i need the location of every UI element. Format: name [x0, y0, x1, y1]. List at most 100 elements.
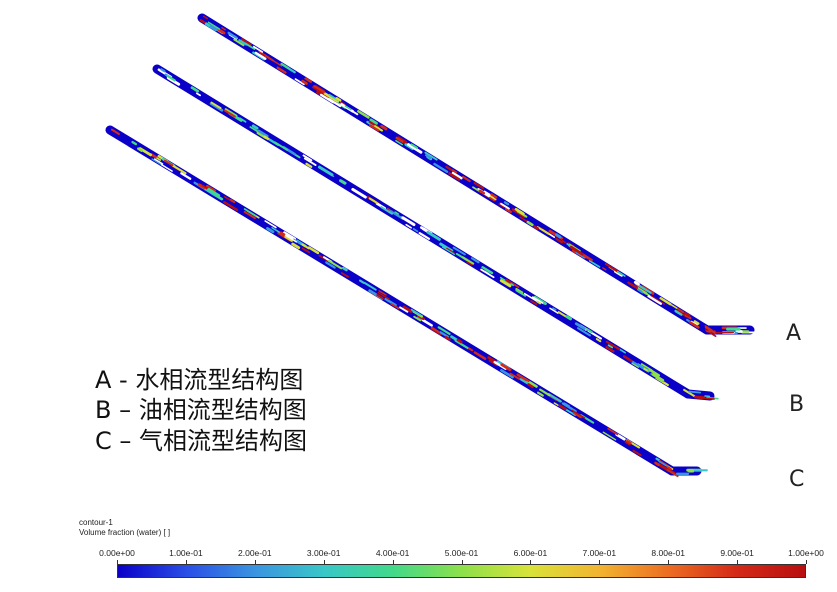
contour-streak: [291, 242, 301, 250]
contour-streak: [313, 85, 325, 94]
contour-streak: [654, 461, 660, 467]
contour-streak: [642, 290, 651, 297]
colorbar-tick-mark: [185, 560, 187, 564]
contour-streak: [622, 355, 633, 363]
contour-streak: [519, 378, 531, 386]
contour-streak: [221, 26, 226, 31]
contour-streak: [284, 234, 298, 243]
contour-streak: [632, 449, 642, 457]
contour-streak: [344, 105, 352, 111]
contour-streak: [439, 331, 449, 338]
colorbar-tick-label: 9.00e-01: [720, 548, 754, 558]
contour-streak: [631, 362, 640, 368]
contour-streak: [325, 261, 336, 269]
contour-streak: [647, 295, 663, 305]
colorbar-tick-label: 0.00e+00: [99, 548, 135, 558]
contour-streak: [651, 373, 665, 382]
contour-streak: [243, 208, 257, 217]
contour-streak: [448, 172, 461, 181]
contour-streak: [206, 184, 217, 192]
contour-streak: [358, 279, 365, 284]
contour-streak: [605, 346, 615, 353]
contour-streak: [229, 198, 236, 204]
contour-streak: [536, 300, 542, 305]
contour-streak: [688, 321, 700, 329]
contour-streak: [274, 141, 289, 151]
contour-streak: [257, 129, 269, 138]
contour-streak: [454, 339, 469, 350]
contour-streak: [698, 396, 715, 400]
contour-streak: [282, 231, 297, 241]
contour-streak: [514, 208, 525, 216]
contour-streak: [394, 211, 400, 216]
contour-streak: [444, 335, 451, 341]
colorbar-tick-label: 3.00e-01: [306, 548, 341, 558]
pipe-b-oil-contour: [152, 64, 719, 401]
contour-streak: [504, 207, 512, 214]
contour-streak: [648, 368, 661, 377]
contour-streak: [151, 158, 163, 166]
contour-streak: [397, 136, 407, 143]
contour-streak: [515, 289, 527, 297]
contour-streak: [160, 164, 173, 172]
contour-streak: [547, 393, 562, 403]
contour-streak: [222, 200, 239, 212]
contour-streak: [302, 154, 313, 162]
colorbar-tick-mark: [599, 560, 601, 564]
contour-streak: [503, 201, 510, 206]
contour-streak: [307, 246, 320, 255]
contour-streak: [615, 433, 626, 441]
contour-streak: [273, 60, 283, 67]
contour-streak: [410, 143, 419, 149]
contour-streak: [288, 67, 296, 74]
contour-streak: [666, 469, 679, 478]
contour-streak: [293, 238, 301, 244]
contour-streak: [595, 338, 602, 343]
contour-streak: [395, 136, 404, 143]
pipe-a-water-contour: [197, 13, 757, 337]
contour-streak: [166, 74, 176, 82]
contour-streak: [238, 39, 248, 46]
contour-streak: [266, 227, 275, 234]
contour-streak: [473, 181, 484, 190]
contour-streak: [210, 101, 222, 110]
contour-streak: [574, 322, 586, 331]
contour-streak: [401, 216, 416, 227]
colorbar-tick-label: 5.00e-01: [444, 548, 479, 558]
contour-streak: [240, 38, 252, 46]
contour-streak: [294, 78, 305, 86]
contour-streak: [252, 45, 264, 53]
contour-streak: [276, 66, 287, 74]
contour-streak: [369, 124, 380, 132]
contour-streak: [549, 307, 559, 314]
colorbar-tick-mark: [392, 560, 394, 564]
contour-streak: [451, 171, 463, 180]
contour-streak: [684, 314, 692, 320]
contour-streak: [553, 402, 559, 406]
contour-streak: [565, 315, 573, 321]
contour-streak: [505, 278, 512, 284]
contour-streak: [426, 230, 441, 241]
contour-streak: [488, 359, 499, 367]
colorbar-tick-label: 8.00e-01: [651, 548, 685, 558]
colorbar-tick-label: 6.00e-01: [513, 548, 548, 558]
contour-streak: [224, 109, 236, 118]
contour-streak: [407, 143, 423, 154]
contour-streak: [666, 466, 672, 470]
colorbar-tick-mark: [323, 560, 325, 564]
contour-streak: [380, 124, 388, 131]
contour-streak: [531, 296, 544, 304]
contour-streak: [227, 31, 238, 39]
contour-streak: [171, 164, 187, 175]
legend-line-c: C – 气相流型结构图: [95, 427, 308, 455]
colorbar: [117, 564, 806, 578]
contour-streak: [493, 360, 507, 370]
contour-streak: [605, 340, 621, 351]
colorbar-tick-label: 7.00e-01: [582, 548, 617, 558]
contour-streak: [327, 259, 343, 270]
contour-streak: [530, 300, 538, 306]
contour-streak: [638, 284, 652, 294]
contour-streak: [637, 288, 644, 294]
contour-streak: [509, 372, 521, 380]
contour-streak: [539, 388, 551, 397]
